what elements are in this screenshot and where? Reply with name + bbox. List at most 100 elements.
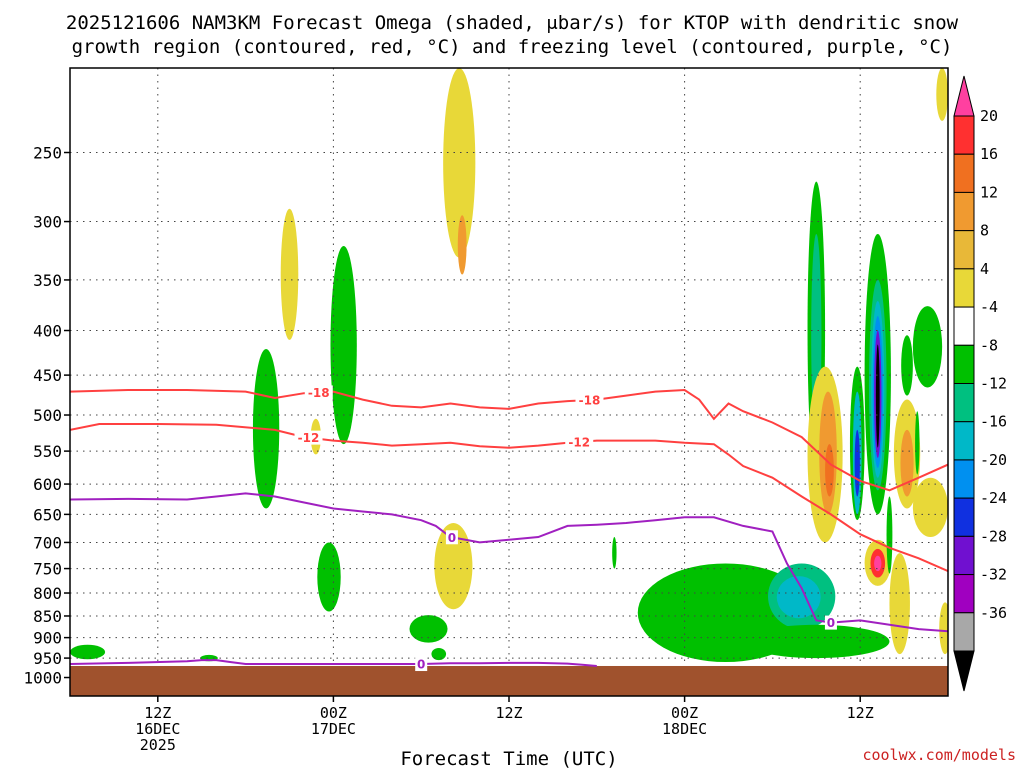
- contour-label--18-0: -18: [308, 386, 330, 400]
- omega-region-39: [886, 496, 893, 574]
- omega-region-32: [900, 429, 914, 497]
- colorbar-label-3: 8: [980, 222, 989, 240]
- y-tick-label-400: 400: [33, 322, 62, 341]
- colorbar-label-10: -24: [980, 489, 1007, 507]
- omega-region-38: [915, 411, 920, 475]
- colorbar-label-11: -28: [980, 527, 1007, 545]
- colorbar-segment-0: [953, 115, 975, 155]
- y-tick-label-950: 950: [33, 649, 62, 668]
- y-tick-label-450: 450: [33, 366, 62, 385]
- colorbar-label-5: -4: [980, 298, 998, 316]
- contour-layer: -18 -18 -12 -12 0 0 0: [70, 385, 948, 672]
- x-axis-label: Forecast Time (UTC): [400, 748, 617, 768]
- credit-text: coolwx.com/models: [862, 746, 1016, 764]
- omega-region-42: [936, 68, 948, 121]
- omega-region-16: [743, 624, 890, 659]
- omega-region-4: [443, 68, 476, 258]
- contour-label-bg-0-aloft-1: [824, 615, 837, 630]
- y-tick-label-750: 750: [33, 560, 62, 579]
- colorbar-label-1: 16: [980, 145, 998, 163]
- colorbar-segment-12: [953, 574, 975, 614]
- colorbar-label-7: -12: [980, 375, 1007, 393]
- contour-label-bg-0-aloft-0: [445, 530, 458, 545]
- contour-label-bg-0-surface-0: [415, 657, 428, 672]
- omega-shading-layer: [70, 68, 948, 663]
- contour-label-0-aloft-0: 0: [448, 531, 456, 545]
- omega-region-10: [70, 644, 106, 660]
- contour-label--12-0: -12: [298, 431, 320, 445]
- omega-region-30: [854, 429, 860, 497]
- contour-label-0-surface-0: 0: [417, 658, 425, 672]
- colorbar-segment-3: [953, 230, 975, 270]
- colorbar-label-13: -36: [980, 604, 1007, 622]
- omega-region-8: [409, 615, 448, 643]
- y-tick-label-350: 350: [33, 271, 62, 290]
- colorbar-label-12: -32: [980, 566, 1007, 584]
- chart-title-line-1: 2025121606 NAM3KM Forecast Omega (shaded…: [66, 12, 959, 34]
- y-tick-label-800: 800: [33, 584, 62, 603]
- omega-region-9: [612, 536, 617, 569]
- x-tick-label-30-0: 12Z: [495, 704, 522, 722]
- y-tick-label-550: 550: [33, 442, 62, 461]
- y-tick-label-1000: 1000: [23, 669, 62, 688]
- omega-region-41: [912, 477, 948, 537]
- colorbar-segment-13: [953, 612, 975, 652]
- colorbar-segment-5: [953, 306, 975, 346]
- contour-label-bg--18-1: [575, 392, 604, 407]
- colorbar-segment-7: [953, 383, 975, 423]
- colorbar-segment-9: [953, 459, 975, 499]
- colorbar-segment-4: [953, 268, 975, 308]
- colorbar-segment-2: [953, 191, 975, 232]
- colorbar-segment-11: [953, 535, 975, 576]
- colorbar-bottom-arrow: [953, 650, 975, 692]
- ground-surface: [70, 665, 948, 696]
- omega-region-5: [457, 215, 467, 275]
- colorbar-label-0: 20: [980, 107, 998, 125]
- y-tick-label-300: 300: [33, 213, 62, 232]
- contour-0-surface: [70, 659, 597, 667]
- contour-0-aloft: [70, 492, 948, 633]
- contour-label--18-1: -18: [579, 393, 601, 407]
- colorbar-segment-6: [953, 344, 975, 384]
- colorbar-label-6: -8: [980, 336, 998, 354]
- x-tick-label-6-2: 2025: [140, 736, 176, 754]
- colorbar: 20 16 12 8 4 -4 -8 -12 -16 -20 -24 -28 -32 -36: [953, 75, 1007, 692]
- y-tick-label-600: 600: [33, 475, 62, 494]
- colorbar-label-2: 12: [980, 183, 998, 201]
- x-tick-label-54-0: 12Z: [847, 704, 874, 722]
- contour-label-bg--18-0: [304, 385, 333, 400]
- omega-region-37: [901, 335, 913, 396]
- y-axis-pressure: 250 300 350 400 450 500 550 600 650 700 750 800 850 9…: [23, 144, 70, 688]
- x-tick-label-6-1: 16DEC: [135, 720, 180, 738]
- omega-region-27: [875, 344, 880, 448]
- omega-region-43: [939, 602, 948, 655]
- colorbar-segment-1: [953, 153, 975, 193]
- chart-title-line-2: growth region (contoured, red, °C) and f…: [72, 36, 953, 58]
- omega-region-35: [874, 555, 882, 572]
- x-tick-label-18-1: 17DEC: [311, 720, 356, 738]
- contour-label--12-1: -12: [568, 435, 590, 449]
- y-tick-label-700: 700: [33, 533, 62, 552]
- x-tick-label-42-0: 00Z: [671, 704, 698, 722]
- colorbar-label-8: -16: [980, 413, 1007, 431]
- colorbar-segment-8: [953, 421, 975, 461]
- x-tick-label-18-0: 00Z: [320, 704, 347, 722]
- omega-region-0: [280, 208, 299, 340]
- omega-region-40: [889, 553, 910, 655]
- y-tick-label-250: 250: [33, 144, 62, 163]
- gridlines: [70, 68, 948, 696]
- y-tick-label-650: 650: [33, 505, 62, 524]
- y-tick-label-850: 850: [33, 607, 62, 626]
- colorbar-label-4: 4: [980, 260, 989, 278]
- omega-region-21: [825, 444, 834, 497]
- omega-region-1: [330, 245, 357, 445]
- omega-region-36: [912, 306, 943, 388]
- contour-label-0-aloft-1: 0: [827, 616, 835, 630]
- x-tick-label-42-1: 18DEC: [662, 720, 707, 738]
- y-tick-label-500: 500: [33, 406, 62, 425]
- y-tick-label-900: 900: [33, 629, 62, 648]
- contour-label-bg--12-0: [294, 430, 323, 445]
- contour-label-bg--12-1: [565, 434, 594, 449]
